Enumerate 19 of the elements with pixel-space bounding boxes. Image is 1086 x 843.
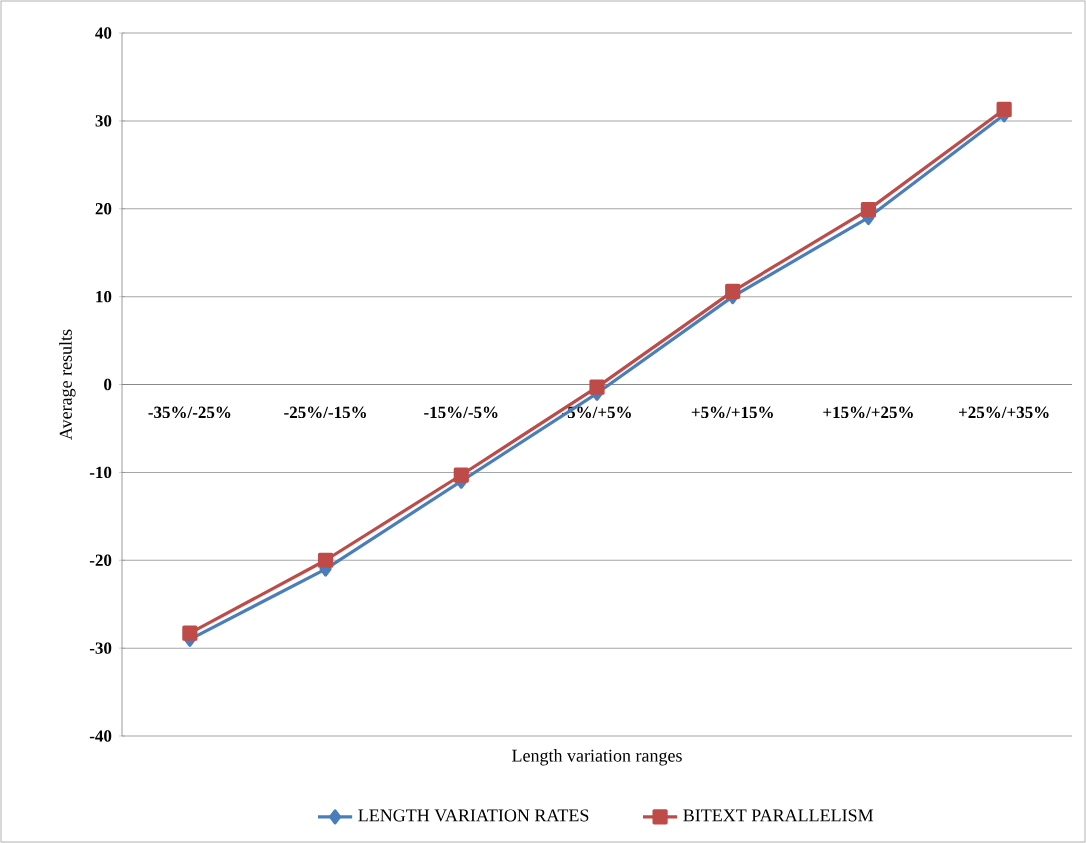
y-tick-label: 40: [95, 27, 112, 39]
x-tick-label: +15%/+25%: [823, 406, 913, 419]
y-tick-label: -30: [89, 642, 112, 654]
y-tick-label: 0: [104, 378, 112, 391]
y-tick-label: 30: [95, 115, 112, 127]
y-axis-title: Average results: [59, 329, 76, 440]
y-tick-label: -20: [89, 554, 112, 566]
x-tick-label: -35%/-25%: [148, 406, 231, 419]
x-tick-label: -15%/-5%: [424, 406, 498, 419]
x-tick-label: +25%/+35%: [959, 406, 1049, 419]
y-tick-label: 10: [96, 290, 112, 303]
legend-label: LENGTH VARIATION RATES: [358, 809, 589, 822]
x-tick-label: +5%/+15%: [691, 406, 773, 419]
x-axis-title: Length variation ranges: [512, 749, 682, 766]
y-tick-label: -10: [89, 466, 112, 479]
legend-label: BITEXT PARALLELISM: [683, 809, 874, 822]
y-tick-label: -40: [89, 730, 112, 742]
x-tick-label: -25%/-15%: [284, 406, 366, 419]
y-tick-label: 20: [95, 203, 112, 215]
